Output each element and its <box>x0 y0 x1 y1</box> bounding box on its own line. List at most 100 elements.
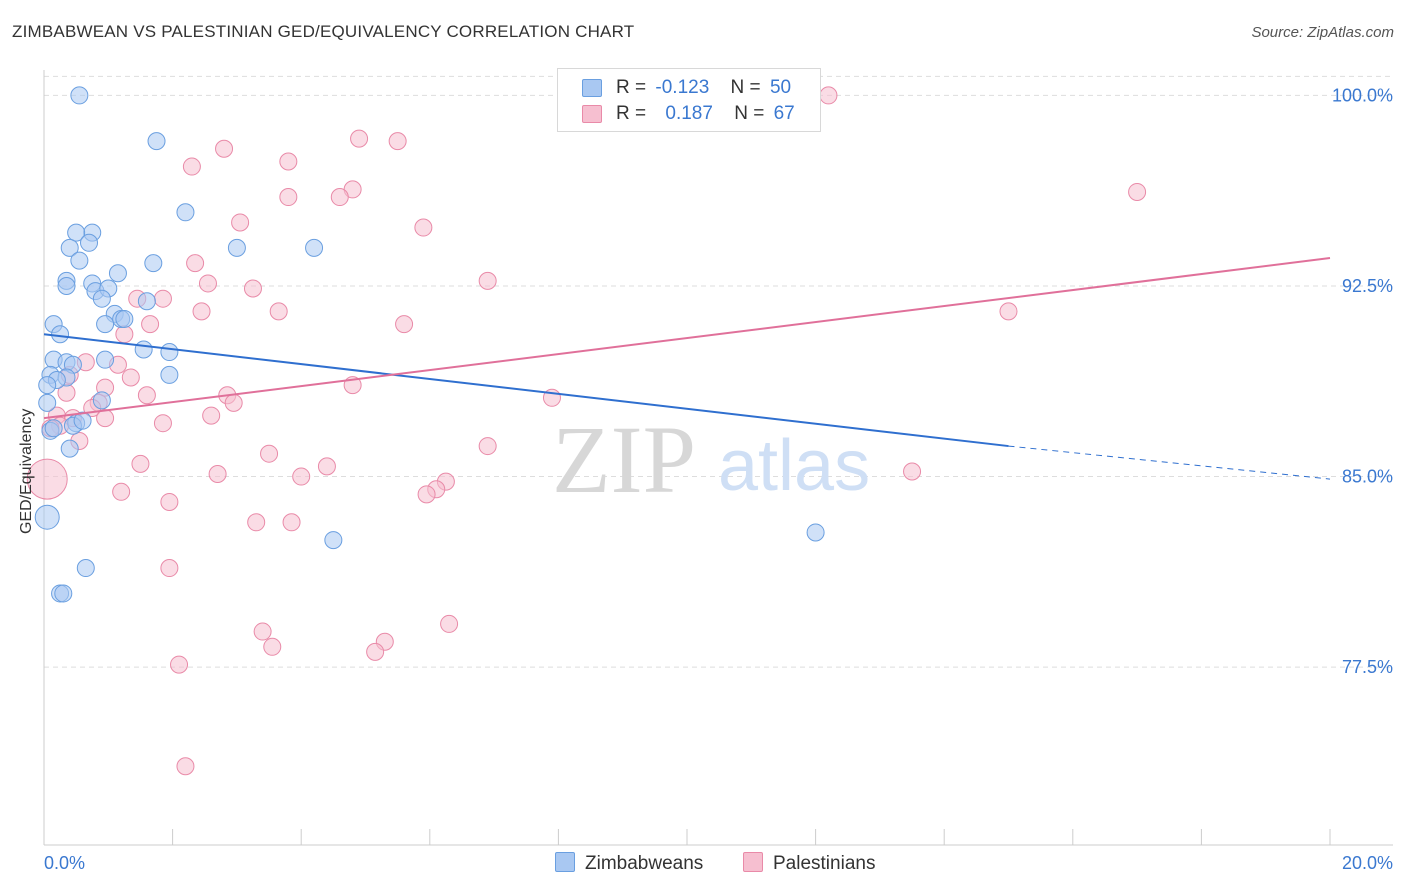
bottom-legend-swatch-pink <box>743 852 763 872</box>
grid-lines <box>44 75 1393 668</box>
palestinians-point <box>153 414 172 433</box>
palestinians-point <box>366 642 385 661</box>
palestinians-point <box>208 465 227 484</box>
zimbabweans-point <box>44 419 63 438</box>
legend-n-value: 50 <box>769 77 792 98</box>
palestinians-point <box>417 485 436 504</box>
palestinians-point <box>999 302 1018 321</box>
palestinians-point <box>253 622 272 641</box>
zimbabweans-point <box>80 233 99 252</box>
bottom-legend-swatch-blue <box>555 852 575 872</box>
y-tick-label: 77.5% <box>1342 657 1393 677</box>
zimbabweans-point <box>57 276 76 295</box>
palestinians-point <box>414 218 433 237</box>
zimbabweans-point <box>176 203 195 222</box>
x-tick-label-max: 20.0% <box>1342 853 1393 873</box>
bottom-legend-label: Palestinians <box>773 853 876 874</box>
zimbabweans-point <box>96 315 115 334</box>
y-tick-label: 85.0% <box>1342 467 1393 487</box>
zimbabweans-point <box>137 292 156 311</box>
zimbabweans-point <box>144 254 163 273</box>
zimbabweans-point <box>34 504 60 530</box>
palestinians-point <box>903 462 922 481</box>
palestinians-point <box>160 559 179 578</box>
zimbabweans-point <box>134 340 153 359</box>
zimbabweans-point <box>73 411 92 430</box>
watermark: ZIP atlas <box>552 406 870 513</box>
zimbabweans-point <box>67 223 86 242</box>
zimbabweans-point <box>160 343 179 362</box>
legend-r-label: R = <box>616 103 647 124</box>
palestinians-point <box>478 437 497 456</box>
legend-r-value: -0.123 <box>655 77 710 98</box>
palestinians-point <box>247 513 266 532</box>
palestinians-point <box>279 152 298 171</box>
palestinians-point <box>198 274 217 293</box>
palestinians-point <box>26 458 68 500</box>
palestinians-point <box>440 614 459 633</box>
legend-text: R = 0.187 N = 67 <box>616 103 795 125</box>
palestinians-point <box>141 315 160 334</box>
palestinians-point <box>215 139 234 158</box>
palestinians-trendline <box>43 257 1331 420</box>
axes <box>43 70 1393 846</box>
palestinians-point <box>279 188 298 207</box>
chart-source: Source: ZipAtlas.com <box>1251 24 1394 41</box>
palestinians-point <box>388 132 407 151</box>
palestinians-point <box>478 271 497 290</box>
legend-r-label: R = <box>616 77 647 98</box>
palestinians-point <box>137 386 156 405</box>
tick-labels: 77.5% 85.0% 92.5% 100.0% 0.0% 20.0% <box>44 85 1393 873</box>
zimbabweans-point <box>51 325 70 344</box>
palestinians-point <box>202 406 221 425</box>
zimbabweans-point <box>38 376 57 395</box>
palestinians-point <box>243 279 262 298</box>
legend-text: R = -0.123 N = 50 <box>616 77 791 99</box>
legend-n-label: N = <box>730 77 761 98</box>
palestinians-point <box>176 757 195 776</box>
palestinians-point <box>269 302 288 321</box>
watermark-atlas: atlas <box>718 426 870 506</box>
palestinians-point <box>350 129 369 148</box>
palestinians-point <box>263 637 282 656</box>
y-axis-label: GED/Equivalency <box>18 408 35 534</box>
bottom-legend-palestinians: Palestinians <box>743 852 875 875</box>
zimbabweans-point <box>108 264 127 283</box>
y-tick-label: 100.0% <box>1332 85 1393 105</box>
palestinians-point <box>330 188 349 207</box>
zimbabweans-point <box>54 584 73 603</box>
palestinians-point <box>192 302 211 321</box>
palestinians-point <box>282 513 301 532</box>
palestinians-point <box>182 157 201 176</box>
palestinians-point <box>153 289 172 308</box>
legend-swatch-blue <box>582 79 602 97</box>
palestinians-point <box>186 254 205 273</box>
watermark-zip: ZIP <box>552 406 696 513</box>
zimbabweans-point <box>60 439 79 458</box>
zimbabweans-point <box>92 289 111 308</box>
zimbabweans-point <box>806 523 825 542</box>
legend-n-label: N = <box>734 103 765 124</box>
palestinians-point <box>115 325 134 344</box>
stats-legend: R = -0.123 N = 50 R = 0.187 N = 67 <box>557 68 821 132</box>
zimbabweans-point <box>147 132 166 151</box>
zimbabweans-trendline <box>43 333 1009 448</box>
palestinians-point <box>819 86 838 105</box>
palestinians-point <box>160 492 179 511</box>
zimbabweans-point <box>38 393 57 412</box>
y-tick-label: 92.5% <box>1342 276 1393 296</box>
palestinians-point <box>317 457 336 476</box>
zimbabweans-point <box>227 238 246 257</box>
zimbabweans-point <box>70 86 89 105</box>
zimbabweans-point <box>70 251 89 270</box>
zimbabweans-points <box>34 86 825 603</box>
chart-title: ZIMBABWEAN VS PALESTINIAN GED/EQUIVALENC… <box>12 22 635 41</box>
palestinians-point <box>170 655 189 674</box>
legend-swatch-pink <box>582 105 602 123</box>
legend-n-value: 67 <box>773 103 795 124</box>
palestinians-point <box>224 393 243 412</box>
palestinians-point <box>260 444 279 463</box>
zimbabweans-point <box>115 310 134 329</box>
zimbabweans-trendline-extension <box>1008 445 1331 480</box>
zimbabweans-point <box>92 391 111 410</box>
